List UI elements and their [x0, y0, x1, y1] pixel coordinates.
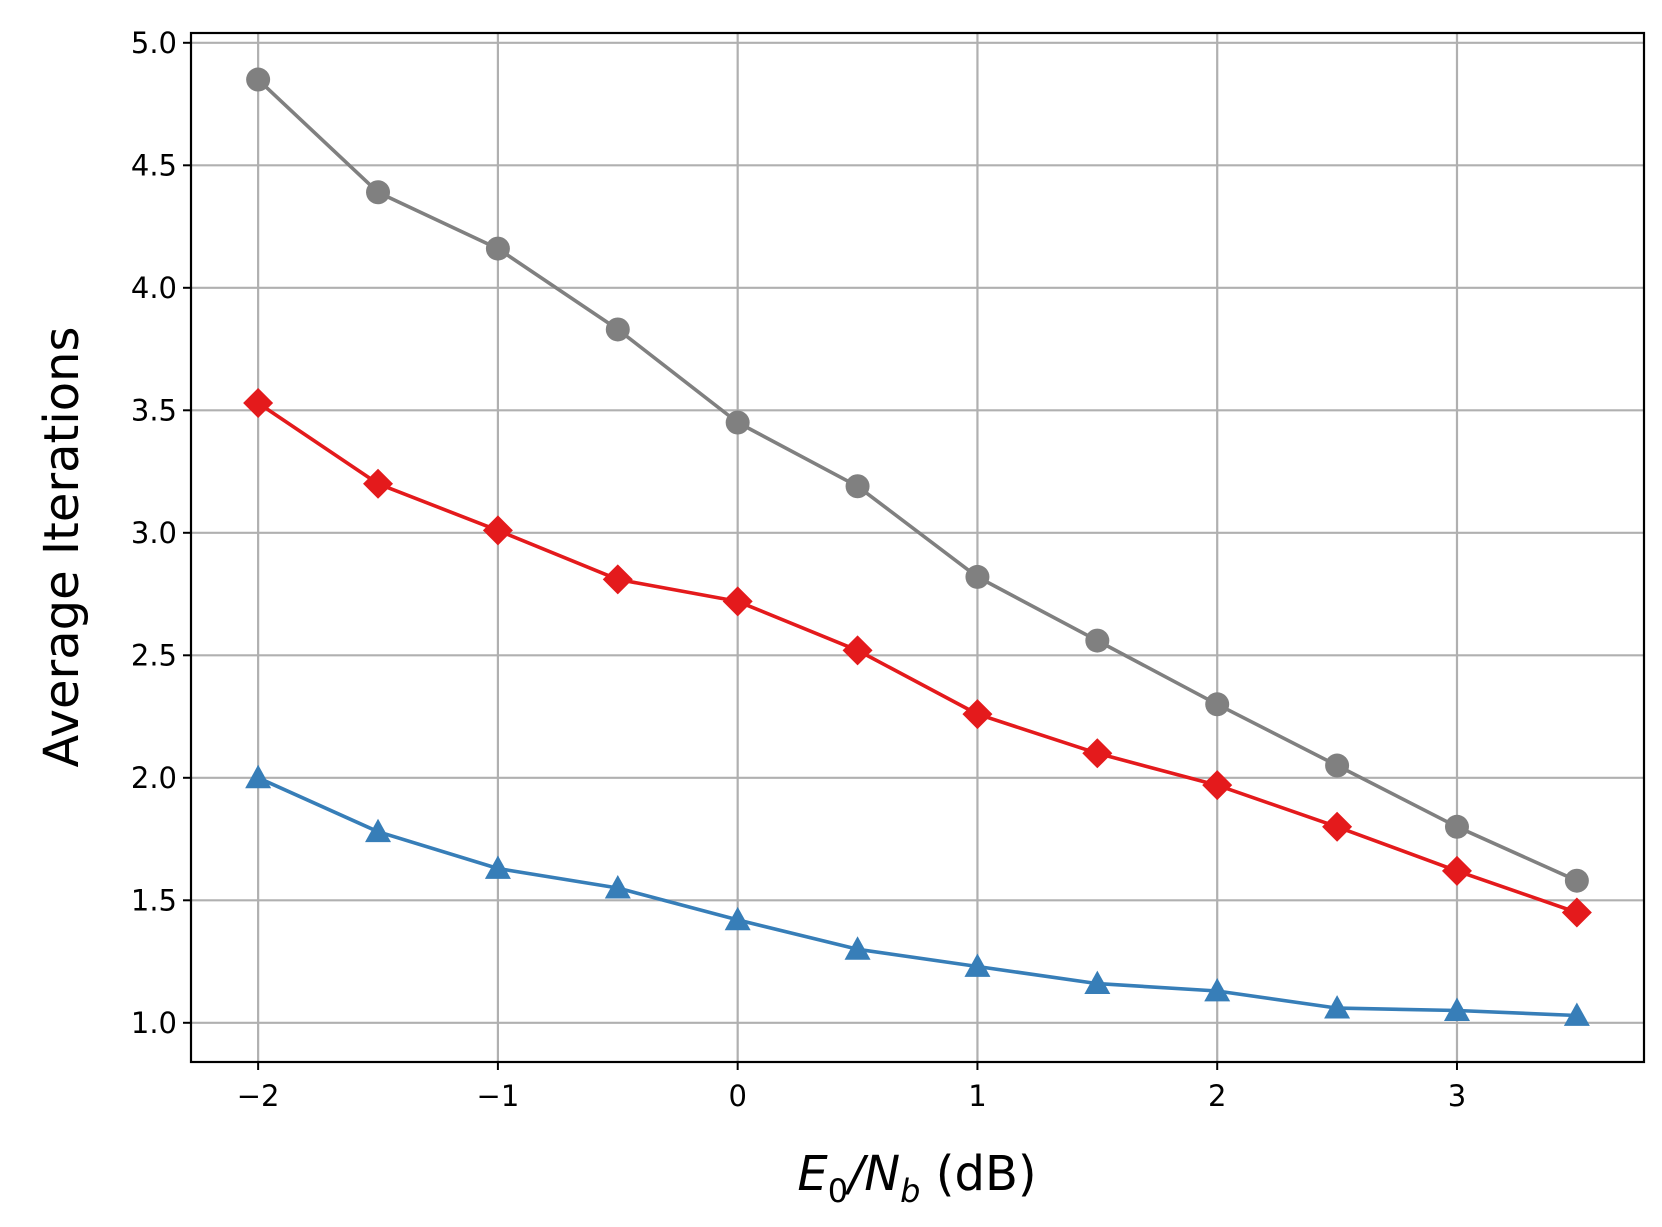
x-tick-label: 1	[968, 1079, 986, 1113]
series-diamond	[243, 387, 1592, 928]
x-tick-label: 3	[1448, 1079, 1466, 1113]
y-tick-label: 3.5	[131, 393, 177, 427]
data-point	[365, 818, 392, 843]
data-point	[1325, 753, 1350, 778]
data-point	[1561, 897, 1592, 928]
data-point	[1564, 868, 1589, 893]
data-point	[602, 564, 633, 595]
data-point	[482, 515, 513, 546]
data-point	[722, 586, 753, 617]
data-point	[965, 564, 990, 589]
series-line	[256, 78, 1578, 883]
data-point	[1204, 977, 1231, 1002]
data-point	[724, 906, 751, 931]
data-point	[962, 699, 993, 730]
data-point	[1444, 814, 1469, 839]
data-point	[485, 236, 510, 261]
y-tick-label: 1.5	[131, 883, 177, 917]
data-point	[964, 953, 991, 977]
data-point	[845, 474, 870, 499]
data-point	[484, 855, 511, 879]
x-axis: −2 −1 0 1 2 3	[237, 1062, 1466, 1113]
data-point	[245, 764, 272, 789]
data-point	[1205, 692, 1230, 717]
x-tick-label: −1	[477, 1079, 520, 1113]
y-tick-label: 4.0	[131, 271, 177, 305]
data-point	[243, 387, 274, 418]
data-point	[725, 410, 750, 435]
data-point	[1322, 811, 1353, 842]
data-point	[366, 180, 391, 205]
data-point	[844, 936, 871, 960]
y-tick-label: 1.0	[131, 1006, 177, 1040]
y-axis-title: Average Iterations	[34, 327, 90, 768]
series-line	[257, 401, 1578, 915]
data-point	[605, 317, 630, 342]
data-point	[363, 468, 394, 499]
y-tick-label: 2.0	[131, 761, 177, 795]
data-point	[1443, 997, 1470, 1021]
x-axis-title: E0/Nb (dB)	[797, 1146, 1036, 1210]
series-triangle	[245, 764, 1590, 1026]
plot-frame	[189, 31, 1646, 1064]
x-tick-label: −2	[237, 1079, 280, 1113]
data-point	[1082, 738, 1113, 769]
y-axis: 1.0 1.5 2.0 2.5 3.0 3.5 4.0 4.5 5.0	[131, 26, 191, 1040]
data-point	[246, 67, 271, 92]
data-point	[1085, 628, 1110, 653]
y-tick-label: 5.0	[131, 26, 177, 60]
series-layer	[243, 67, 1592, 1026]
data-point	[842, 635, 873, 666]
data-point	[1202, 770, 1233, 801]
x-tick-label: 0	[728, 1079, 746, 1113]
data-point	[1324, 995, 1351, 1019]
y-tick-label: 2.5	[131, 638, 177, 672]
y-tick-label: 4.5	[131, 148, 177, 182]
series-line	[257, 776, 1577, 1018]
series-circle	[246, 67, 1589, 893]
grid	[191, 33, 1644, 1062]
x-tick-label: 2	[1208, 1079, 1226, 1113]
data-point	[1441, 855, 1472, 886]
data-point	[1563, 1002, 1590, 1026]
data-point	[1084, 970, 1111, 994]
y-tick-label: 3.0	[131, 516, 177, 550]
data-point	[604, 875, 631, 899]
